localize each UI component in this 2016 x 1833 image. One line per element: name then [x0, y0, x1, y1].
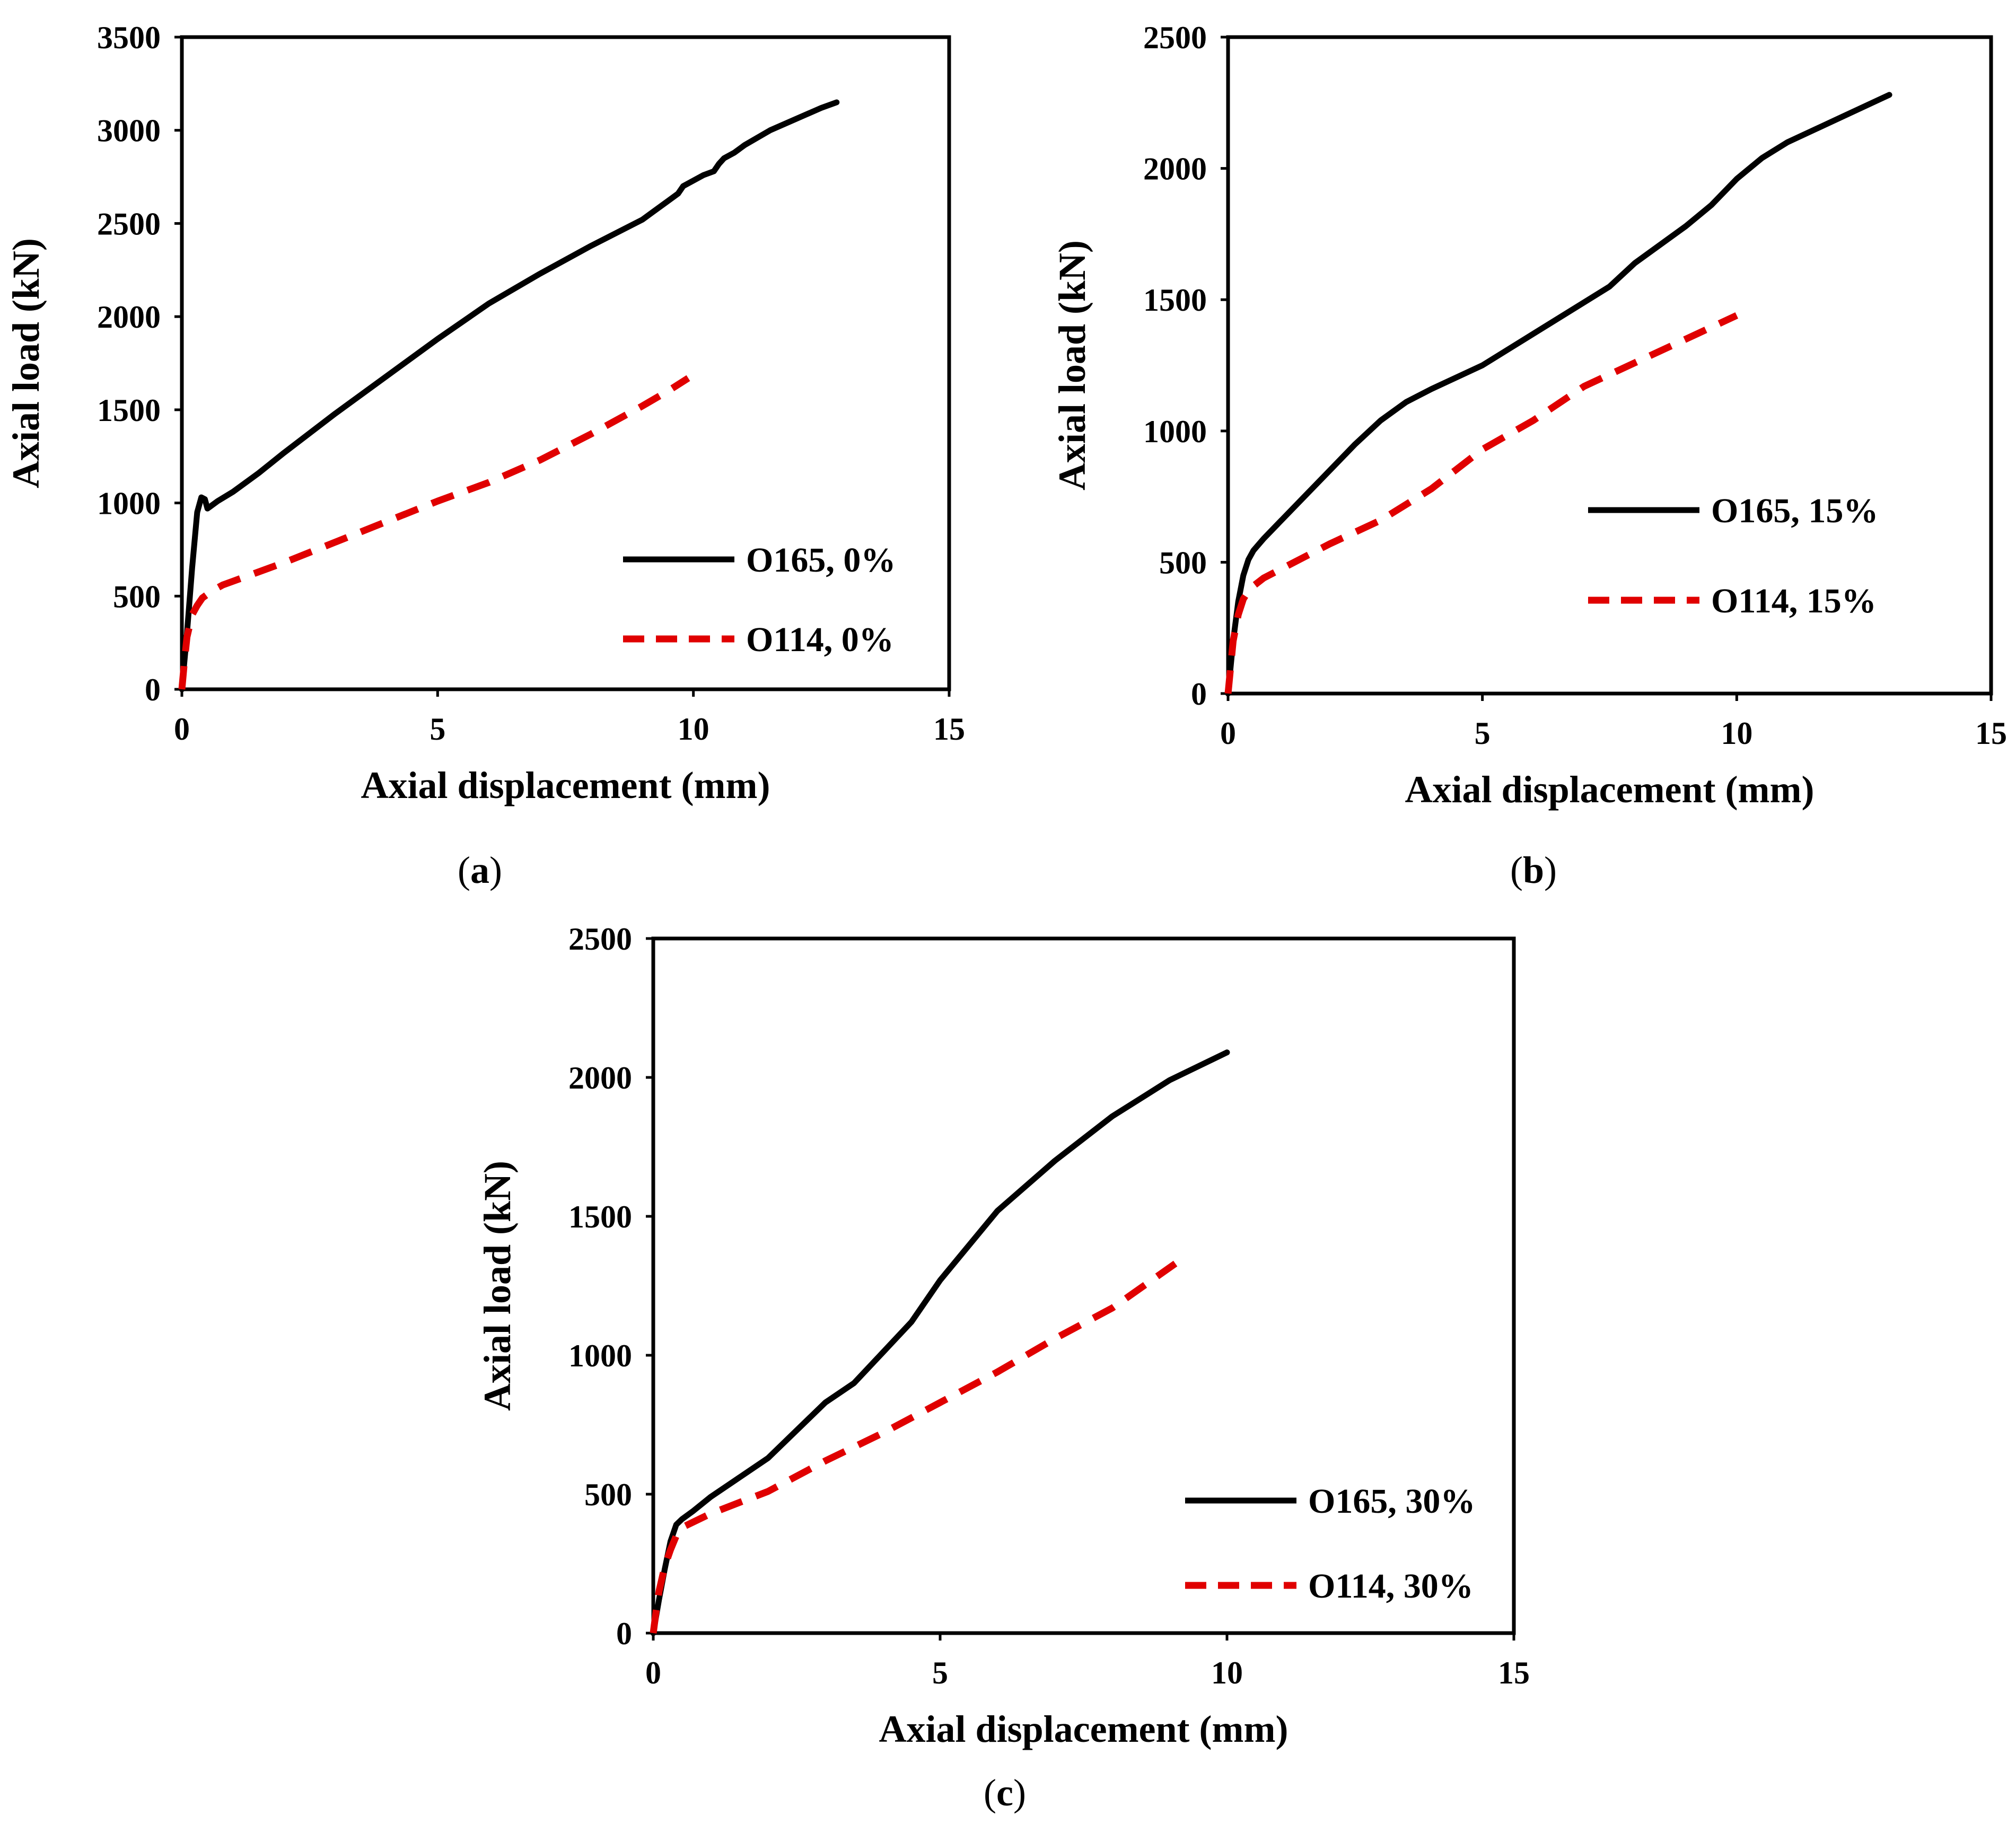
y-tick-label: 500 [1159, 545, 1207, 580]
y-tick-label: 1500 [568, 1199, 632, 1234]
x-axis-label: Axial displacement (mm) [879, 1708, 1289, 1750]
y-tick-label: 2000 [97, 300, 161, 335]
x-tick-label: 0 [1220, 716, 1236, 751]
chart-c: 0 500 1000 1500 2000 2500 0 5 10 15 Axial displace… [476, 922, 1530, 1814]
legend-label: O165, 15% [1711, 492, 1878, 530]
x-tick-label: 15 [1975, 716, 2007, 751]
legend-label: O114, 0% [746, 620, 894, 659]
plot-frame-b [1226, 35, 1993, 696]
y-tick-label: 2000 [568, 1060, 632, 1095]
caption-letter: b [1523, 849, 1544, 891]
y-tick-label: 1000 [568, 1338, 632, 1373]
x-tick-label: 15 [1498, 1655, 1530, 1690]
series-line-o165-15- [1225, 92, 1892, 697]
caption-letter: c [996, 1771, 1013, 1814]
y-axis-label: Axial load (kN) [5, 238, 47, 488]
series-line-o114-30- [650, 1260, 1178, 1634]
y-tick-label: 0 [616, 1616, 632, 1651]
caption-letter: a [470, 849, 489, 891]
caption-paren-open: ( [1510, 849, 1523, 891]
series-line-o165-0- [179, 99, 840, 692]
caption-paren-close: ) [1013, 1771, 1026, 1814]
y-tick-label: 0 [145, 672, 161, 707]
y-tick-label: 2500 [97, 206, 161, 241]
y-tick-label: 500 [584, 1477, 632, 1512]
y-axis-label: Axial load (kN) [476, 1161, 519, 1411]
x-tick-label: 0 [174, 712, 190, 747]
figure-caption: (b) [1510, 849, 1557, 891]
x-tick-label: 5 [932, 1655, 948, 1690]
caption-paren-close: ) [1544, 849, 1557, 891]
series-line-o114-0- [178, 375, 690, 690]
chart-a: 0 500 1000 1500 2000 2500 3000 3500 0 5 10 15 Axial … [5, 20, 965, 891]
y-tick-label: 2000 [1143, 152, 1207, 187]
y-tick-label: 1000 [1143, 414, 1207, 449]
x-tick-label: 5 [1475, 716, 1491, 751]
figure-caption: (a) [458, 849, 502, 891]
legend-label: O165, 30% [1308, 1482, 1475, 1521]
y-tick-label: 500 [113, 579, 161, 614]
x-tick-label: 10 [1211, 1655, 1243, 1690]
x-axis-label: Axial displacement (mm) [1405, 768, 1815, 811]
y-tick-label: 3000 [97, 113, 161, 148]
y-tick-label: 3500 [97, 20, 161, 55]
plot-frame-a [180, 35, 951, 691]
legend-label: O114, 15% [1711, 582, 1877, 620]
caption-paren-close: ) [489, 849, 502, 891]
chart-b: 0 500 1000 1500 2000 2500 0 5 10 15 Axial displace… [1051, 20, 2007, 891]
figure-caption: (c) [984, 1771, 1026, 1814]
x-tick-label: 10 [678, 712, 709, 747]
y-tick-label: 1000 [97, 486, 161, 521]
plot-frame-c [651, 936, 1516, 1635]
y-tick-label: 1500 [1143, 283, 1207, 318]
y-tick-label: 1500 [97, 393, 161, 428]
y-axis-label: Axial load (kN) [1051, 240, 1093, 490]
x-tick-label: 10 [1721, 716, 1752, 751]
y-tick-label: 2500 [568, 922, 632, 957]
series-line-o165-30- [650, 1049, 1230, 1636]
legend-label: O114, 30% [1308, 1567, 1474, 1606]
caption-paren-open: ( [458, 849, 470, 891]
legend-label: O165, 0% [746, 541, 896, 580]
y-tick-label: 2500 [1143, 20, 1207, 55]
x-axis-label: Axial displacement (mm) [361, 764, 770, 806]
y-tick-label: 0 [1191, 677, 1207, 712]
x-tick-label: 5 [430, 712, 445, 747]
series-line-o114-15- [1224, 312, 1739, 694]
x-tick-label: 0 [645, 1655, 661, 1690]
caption-paren-open: ( [984, 1771, 996, 1814]
x-tick-label: 15 [933, 712, 965, 747]
